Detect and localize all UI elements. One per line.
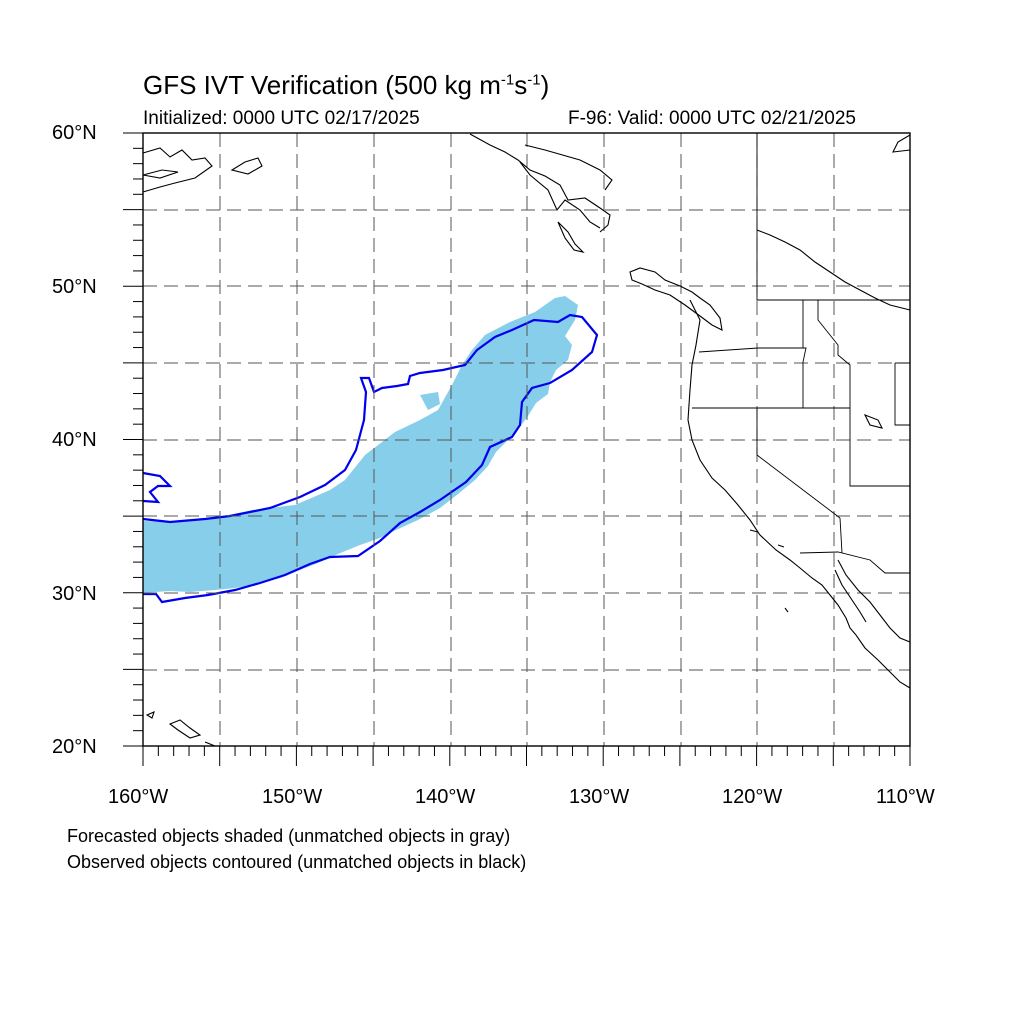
map-title: GFS IVT Verification (500 kg m-1s-1) bbox=[143, 70, 550, 100]
lon-label-130w: 130°W bbox=[569, 786, 630, 808]
lat-label-30: 30°N bbox=[52, 583, 97, 605]
forecast-object bbox=[143, 296, 578, 593]
lat-label-50: 50°N bbox=[52, 276, 97, 298]
lon-label-140w: 140°W bbox=[415, 786, 476, 808]
graticule bbox=[143, 133, 910, 746]
observed-contour-fragment bbox=[142, 471, 173, 504]
init-time: Initialized: 0000 UTC 02/17/2025 bbox=[143, 108, 420, 129]
lon-label-110w: 110°W bbox=[876, 786, 935, 808]
footer-observed-note: Observed objects contoured (unmatched ob… bbox=[67, 852, 527, 872]
lat-label-20: 20°N bbox=[52, 736, 97, 758]
lon-label-150w: 150°W bbox=[262, 786, 323, 808]
lat-label-60: 60°N bbox=[52, 122, 97, 144]
state-borders bbox=[692, 133, 910, 574]
lat-label-40: 40°N bbox=[52, 429, 97, 451]
lon-label-120w: 120°W bbox=[722, 786, 783, 808]
axis-ticks bbox=[123, 132, 911, 766]
lon-label-160w: 160°W bbox=[108, 786, 169, 808]
valid-time: F-96: Valid: 0000 UTC 02/21/2025 bbox=[568, 108, 856, 129]
footer-forecast-note: Forecasted objects shaded (unmatched obj… bbox=[67, 826, 511, 846]
observed-contour bbox=[142, 313, 599, 604]
